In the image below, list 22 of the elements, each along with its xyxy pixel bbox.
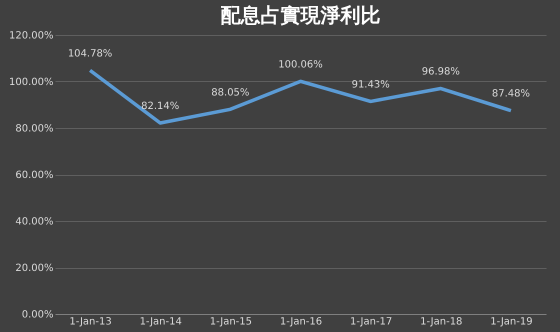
x-tick-label: 1-Jan-16	[280, 316, 322, 328]
x-tick-label: 1-Jan-19	[490, 316, 533, 328]
data-label: 104.78%	[68, 48, 112, 60]
y-tick-label: 60.00%	[15, 170, 54, 181]
y-tick-label: 80.00%	[15, 124, 54, 134]
y-tick-label: 40.00%	[15, 216, 54, 228]
data-label: 96.98%	[422, 66, 460, 78]
data-label: 88.05%	[211, 87, 250, 98]
data-label: 91.43%	[352, 79, 390, 90]
x-tick-label: 1-Jan-17	[350, 316, 392, 328]
chart-title: 配息占實現淨利比	[220, 3, 380, 27]
y-tick-label: 0.00%	[22, 310, 54, 320]
y-tick-label: 20.00%	[15, 263, 54, 274]
data-label: 82.14%	[141, 101, 180, 112]
y-tick-label: 120.00%	[9, 30, 54, 42]
x-tick-label: 1-Jan-15	[210, 316, 252, 328]
data-label: 100.06%	[278, 59, 323, 70]
x-tick-label: 1-Jan-13	[69, 316, 112, 328]
y-tick-label: 100.00%	[9, 77, 54, 88]
data-label: 87.48%	[492, 88, 530, 100]
x-tick-label: 1-Jan-14	[140, 316, 182, 328]
x-tick-label: 1-Jan-18	[420, 316, 462, 328]
